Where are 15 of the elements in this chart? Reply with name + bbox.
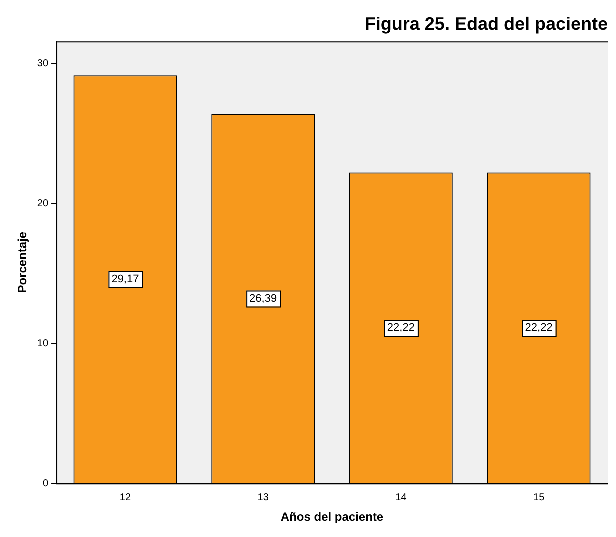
- data-label: 22,22: [387, 322, 415, 334]
- chart-title: Figura 25. Edad del paciente: [364, 14, 608, 34]
- x-tick-label: 15: [534, 492, 546, 504]
- x-tick-label: 12: [120, 492, 132, 504]
- y-tick-label: 20: [37, 198, 49, 210]
- x-axis-title: Años del paciente: [280, 510, 384, 524]
- data-label: 29,17: [112, 273, 140, 286]
- y-tick-label: 10: [37, 338, 49, 350]
- x-tick-label: 13: [258, 492, 270, 504]
- data-label: 26,39: [250, 292, 278, 305]
- y-tick-label: 30: [37, 58, 49, 70]
- y-axis-title: Porcentaje: [16, 232, 30, 294]
- data-label: 22,22: [525, 322, 553, 334]
- x-tick-label: 14: [396, 492, 408, 504]
- y-tick-label: 0: [42, 478, 49, 490]
